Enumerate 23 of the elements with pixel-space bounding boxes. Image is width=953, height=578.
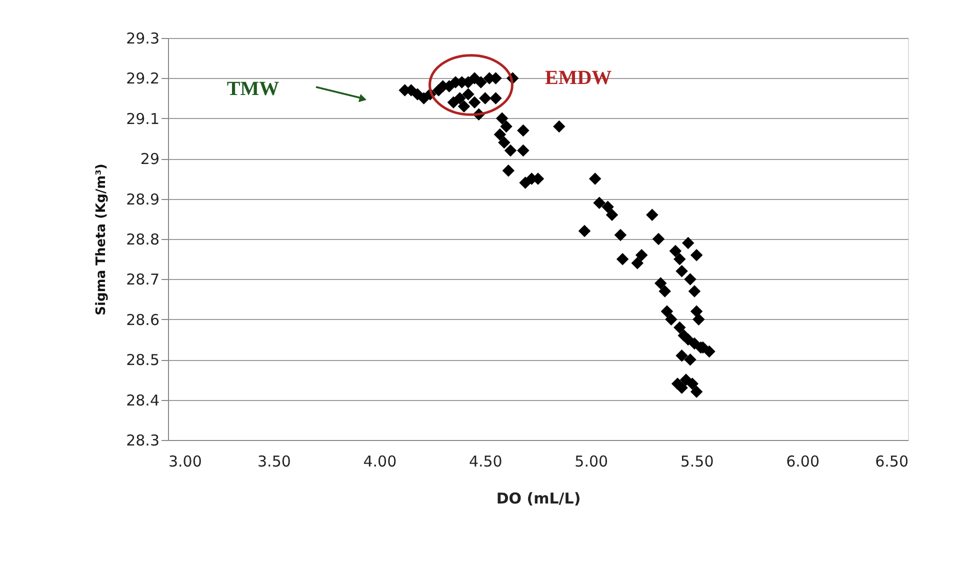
y-tick-label: 28.6: [126, 310, 160, 329]
y-tick-label: 28.8: [126, 230, 160, 248]
x-tick-label: 4.50: [468, 452, 502, 470]
x-tick-label: 4.00: [363, 452, 397, 470]
x-tick-label: 5.50: [680, 452, 714, 470]
y-tick-label: 29.2: [126, 70, 160, 88]
x-tick-label: 6.00: [786, 452, 820, 470]
x-tick-label: 5.00: [574, 452, 608, 470]
y-tick-label: 29: [140, 150, 160, 168]
x-tick-label: 3.50: [258, 452, 291, 470]
x-tick-label: 3.00: [168, 452, 202, 470]
y-tick-label: 28.4: [126, 391, 160, 410]
y-axis-title: Sigma Theta (Kg/m³): [94, 164, 110, 316]
annotation: EMDW: [545, 67, 612, 89]
y-tick-label: 28.9: [126, 190, 160, 208]
y-tick-label: 29.3: [126, 30, 160, 48]
x-tick-label: 6.50: [875, 452, 908, 470]
y-tick-label: 29.1: [126, 110, 160, 128]
annotation: TMW: [226, 78, 280, 100]
y-tick-label: 28.7: [126, 270, 160, 289]
y-tick-label: 28.5: [126, 351, 160, 370]
y-tick-label: 28.3: [126, 432, 160, 450]
x-axis-title: DO (mL/L): [496, 490, 581, 508]
